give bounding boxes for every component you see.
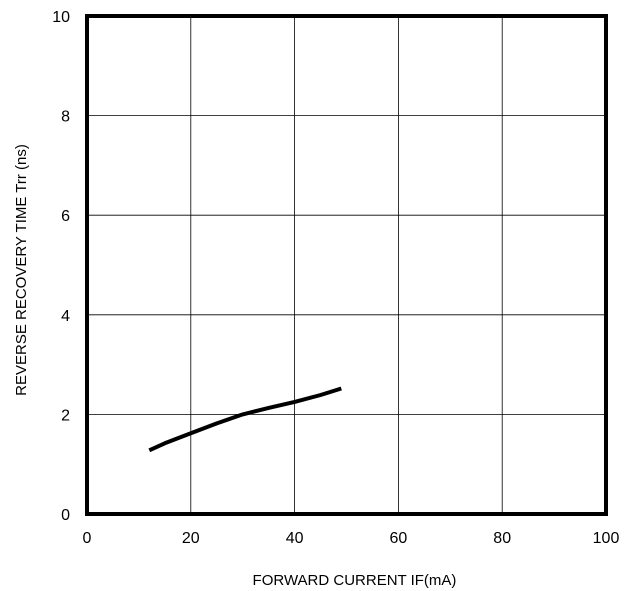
y-tick-label: 0 xyxy=(61,507,70,524)
x-tick-label: 80 xyxy=(493,530,511,547)
x-tick-label: 20 xyxy=(182,530,200,547)
x-axis-label: FORWARD CURRENT IF(mA) xyxy=(253,572,457,589)
x-tick-labels: 0 20 40 60 80 100 xyxy=(83,530,620,547)
y-tick-label: 2 xyxy=(61,407,70,424)
x-tick-label: 60 xyxy=(390,530,408,547)
x-tick-label: 0 xyxy=(83,530,92,547)
grid xyxy=(87,16,606,514)
y-tick-labels: 0 2 4 6 8 10 xyxy=(52,9,70,524)
y-tick-label: 8 xyxy=(61,109,70,126)
plot-frame xyxy=(85,14,608,516)
y-tick-label: 10 xyxy=(52,9,70,26)
series-layer xyxy=(148,386,342,453)
y-axis-label: REVERSE RECOVERY TIME Trr (ns) xyxy=(13,144,30,396)
y-tick-label: 4 xyxy=(61,308,70,325)
y-tick-label: 6 xyxy=(61,208,70,225)
x-tick-label: 40 xyxy=(286,530,304,547)
series-line-1 xyxy=(148,386,342,453)
x-tick-label: 100 xyxy=(593,530,620,547)
